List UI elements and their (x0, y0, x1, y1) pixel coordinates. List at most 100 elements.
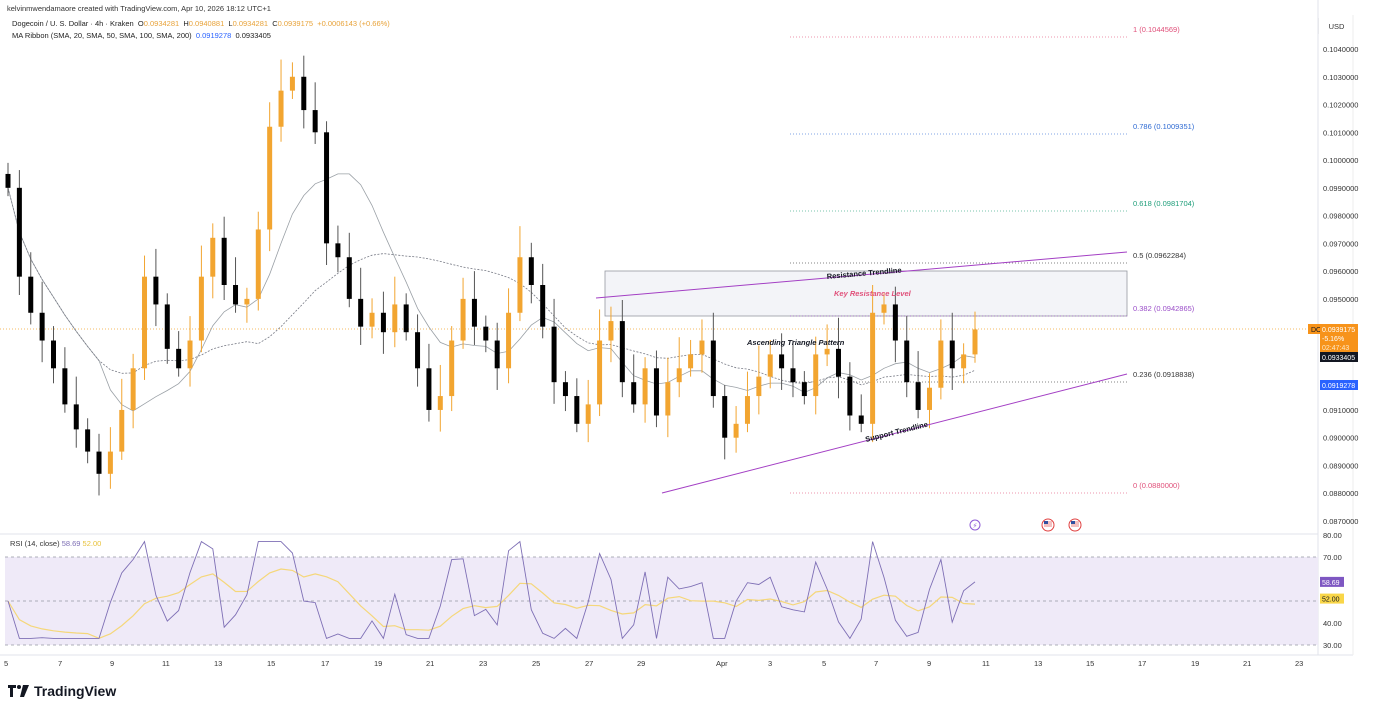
candle-body[interactable] (528, 257, 534, 285)
last-price-tag[interactable] (1320, 324, 1358, 352)
candle-body[interactable] (506, 312, 512, 369)
candle-body[interactable] (130, 368, 136, 410)
candle-body[interactable] (255, 229, 261, 299)
candle-body[interactable] (73, 404, 79, 430)
candle-body[interactable] (926, 387, 932, 410)
candle-body[interactable] (392, 304, 398, 333)
candle-body[interactable] (107, 451, 113, 474)
candle-body[interactable] (597, 340, 603, 405)
candle-body[interactable] (813, 354, 819, 397)
candle-body[interactable] (85, 429, 91, 452)
candle-body[interactable] (244, 298, 250, 305)
candle-body[interactable] (938, 340, 944, 388)
candle-body[interactable] (779, 354, 785, 369)
candle-body[interactable] (471, 298, 477, 327)
resistance-trendline[interactable] (595, 251, 1128, 299)
candle-body[interactable] (483, 326, 489, 341)
ma1-tag[interactable] (1320, 380, 1358, 390)
candle-body[interactable] (187, 340, 193, 369)
candle-body[interactable] (619, 321, 625, 383)
ma-ribbon-legend[interactable]: MA Ribbon (SMA, 20, SMA, 50, SMA, 100, S… (12, 31, 271, 40)
candle-body[interactable] (847, 376, 853, 416)
candle-body[interactable] (164, 304, 170, 349)
candle-body[interactable] (437, 396, 443, 410)
candle-body[interactable] (415, 332, 421, 369)
candle-body[interactable] (801, 382, 807, 397)
candle-body[interactable] (540, 285, 546, 327)
candle-body[interactable] (653, 368, 659, 416)
candle-body[interactable] (915, 382, 921, 410)
candle-body[interactable] (346, 257, 352, 299)
candle-body[interactable] (176, 348, 182, 369)
candle-body[interactable] (756, 376, 762, 397)
candle-body[interactable] (608, 321, 614, 341)
candle-body[interactable] (870, 312, 876, 424)
candle-body[interactable] (722, 396, 728, 438)
candle-body[interactable] (142, 276, 148, 369)
candle-body[interactable] (892, 304, 898, 341)
candle-body[interactable] (62, 368, 68, 405)
candle-body[interactable] (562, 382, 568, 397)
candle-body[interactable] (494, 340, 500, 369)
candle-body[interactable] (904, 340, 910, 383)
support-trendline[interactable] (661, 373, 1128, 494)
candle-body[interactable] (312, 110, 318, 133)
candle-body[interactable] (119, 409, 125, 452)
candle-body[interactable] (221, 237, 227, 285)
candle-body[interactable] (403, 304, 409, 333)
candle-body[interactable] (517, 257, 523, 313)
candle-body[interactable] (335, 243, 341, 258)
rsi-legend[interactable]: RSI (14, close) 58.69 52.00 (10, 539, 101, 548)
candle-body[interactable] (688, 354, 694, 369)
candle-body[interactable] (699, 340, 705, 355)
candle-body[interactable] (858, 415, 864, 424)
candle-body[interactable] (551, 326, 557, 383)
lightning-event-icon[interactable]: ⚡ (969, 519, 981, 531)
rsi-ma-tag[interactable] (1320, 593, 1344, 604)
candle-body[interactable] (790, 368, 796, 383)
candle-body[interactable] (972, 329, 978, 355)
candle-body[interactable] (16, 187, 22, 277)
candle-body[interactable] (358, 298, 364, 327)
symbol-legend[interactable]: Dogecoin / U. S. Dollar · 4h · Kraken O0… (12, 19, 390, 28)
candle-body[interactable] (835, 348, 841, 377)
candle-body[interactable] (574, 396, 580, 424)
ma2-tag[interactable] (1320, 352, 1358, 362)
candle-body[interactable] (767, 354, 773, 377)
candle-body[interactable] (28, 276, 34, 313)
us-flag-event-icon[interactable] (1041, 518, 1055, 532)
candle-body[interactable] (460, 298, 466, 341)
candle-body[interactable] (5, 173, 11, 188)
candle-body[interactable] (267, 126, 273, 230)
candle-body[interactable] (449, 340, 455, 397)
candle-body[interactable] (96, 451, 102, 474)
candle-body[interactable] (824, 348, 830, 355)
candle-body[interactable] (369, 312, 375, 327)
candle-body[interactable] (289, 76, 295, 91)
candle-body[interactable] (153, 276, 159, 305)
candle-body[interactable] (51, 340, 57, 369)
us-flag-event-icon[interactable] (1068, 518, 1082, 532)
candle-body[interactable] (426, 368, 432, 410)
tradingview-logo[interactable]: TradingView (8, 683, 116, 699)
candle-body[interactable] (324, 132, 330, 244)
candle-body[interactable] (380, 312, 386, 333)
candle-body[interactable] (881, 304, 887, 313)
candle-body[interactable] (39, 312, 45, 341)
candle-body[interactable] (949, 340, 955, 369)
candle-body[interactable] (233, 285, 239, 305)
candle-body[interactable] (733, 423, 739, 438)
candle-body[interactable] (210, 237, 216, 277)
candle-body[interactable] (710, 340, 716, 397)
candle-body[interactable] (744, 396, 750, 424)
candle-body[interactable] (585, 404, 591, 424)
candle-body[interactable] (198, 276, 204, 341)
candle-body[interactable] (301, 76, 307, 111)
candle-body[interactable] (676, 368, 682, 383)
candle-body[interactable] (631, 382, 637, 405)
candle-body[interactable] (278, 90, 284, 127)
candle-body[interactable] (642, 368, 648, 405)
candle-body[interactable] (665, 382, 671, 416)
rsi-value-tag[interactable] (1320, 576, 1344, 587)
